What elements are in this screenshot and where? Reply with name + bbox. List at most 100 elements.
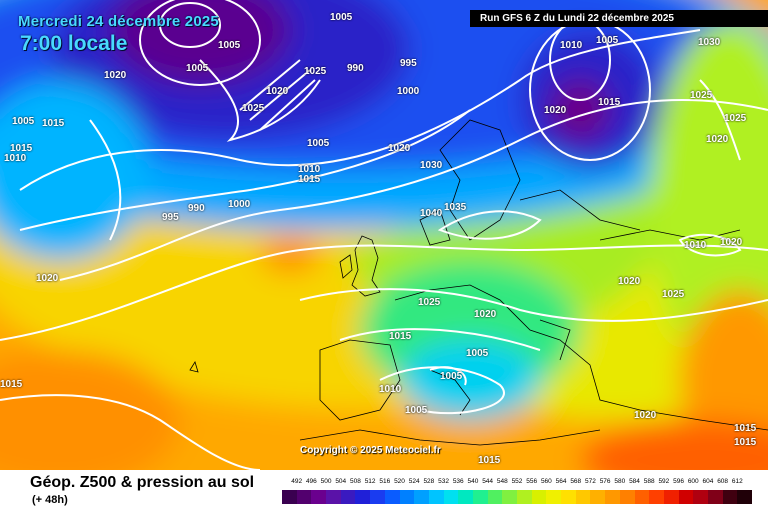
legend-value: 560 [540,478,552,485]
legend-value: 496 [305,478,317,485]
legend-swatch [561,490,576,504]
legend-swatch [663,490,679,504]
legend-swatch [649,490,664,504]
legend-swatch [443,490,459,504]
z500-color-field [0,0,768,470]
legend-value: 552 [511,478,523,485]
legend-swatch [678,490,694,504]
isobar-label: 1015 [734,437,757,448]
legend-swatch [370,490,385,504]
legend-swatch [619,490,635,504]
legend-swatch [693,490,708,504]
legend-value: 600 [687,478,699,485]
isobar-label: 1030 [420,160,443,171]
legend-value: 512 [364,478,376,485]
legend-value: 528 [423,478,435,485]
isobar-label: 1010 [4,153,27,164]
isobar-label: 1025 [418,297,441,308]
isobar-label: 1000 [228,199,251,210]
isobar-label: 1005 [12,116,35,127]
legend-swatch [384,490,400,504]
legend-swatch [634,490,650,504]
legend-swatch [531,490,547,504]
isobar-label: 990 [188,203,205,214]
isobar-label: 995 [162,212,179,223]
color-legend: 492 496 500 504 508 512 516 520 524 528 532 536 540 5… [282,478,752,508]
legend-swatch [428,490,444,504]
isobar-label: 1025 [662,289,685,300]
legend-value: 508 [350,478,361,485]
isobar-label: 990 [347,63,364,74]
legend-value: 564 [555,478,567,485]
legend-swatch [575,490,591,504]
legend-swatch [414,490,429,504]
isobar-label: 1025 [242,103,265,114]
legend-swatch [605,490,620,504]
isobar-label: 1005 [405,405,428,416]
isobar-label: 1020 [388,143,411,154]
legend-value: 604 [702,478,714,485]
legend-swatch [326,490,341,504]
isobar-label: 1005 [218,40,241,51]
legend-value: 492 [291,478,303,485]
isobar-label: 1005 [330,12,353,23]
run-info: Run GFS 6 Z du Lundi 22 décembre 2025 [470,10,768,27]
legend-value: 568 [570,478,582,485]
legend-value: 576 [599,478,611,485]
isobar-label: 1030 [698,37,721,48]
isobar-label: 1015 [389,331,412,342]
isobar-label: 1040 [420,208,443,219]
isobar-label: 1020 [706,134,729,145]
legend-value: 504 [335,478,347,485]
legend-value: 500 [320,478,332,485]
isobar-label: 1010 [560,40,583,51]
legend-swatch [311,490,327,504]
legend-swatch [546,490,562,504]
legend-value: 608 [717,478,729,485]
isobar-label: 1005 [440,371,463,382]
legend-swatch [282,490,297,504]
legend-swatch [296,490,312,504]
isobar-label: 1000 [397,86,420,97]
legend-swatch [340,490,356,504]
isobar-label: 1015 [598,97,621,108]
legend-value: 532 [438,478,449,485]
isobar-label: 1020 [634,410,657,421]
coastlines [189,119,768,446]
isobar-label: 1015 [0,379,23,390]
map-title: Géop. Z500 & pression au sol [30,474,255,491]
isobar-label: 1015 [298,174,321,185]
isobar-label: 1015 [42,118,65,129]
legend-value: 584 [629,478,640,485]
isobar-label: 1025 [724,113,747,124]
forecast-time: 7:00 locale [20,32,128,55]
legend-value: 612 [731,478,743,485]
isobar-label: 1015 [734,423,757,434]
legend-swatch [399,490,415,504]
legend-swatch [707,490,723,504]
legend-value: 520 [394,478,405,485]
legend-swatch [472,490,488,504]
legend-swatch [458,490,473,504]
legend-swatch [517,490,532,504]
isobar-label: 1020 [720,237,743,248]
legend-labels: 492 496 500 504 508 512 516 520 524 528 532 536 540 5… [282,478,752,489]
isobar-label: 1025 [304,66,327,77]
forecast-offset: (+ 48h) [32,494,68,506]
legend-value: 516 [379,478,391,485]
isobar-label: 1005 [596,35,619,46]
legend-value: 556 [526,478,538,485]
legend-value: 524 [408,478,420,485]
isobar-label: 1005 [466,348,489,359]
isobar-label: 1020 [544,105,567,116]
legend-swatch [737,490,752,504]
isobar-label: 1020 [266,86,289,97]
legend-value: 580 [614,478,626,485]
legend-value: 572 [585,478,596,485]
legend-value: 588 [643,478,655,485]
legend-value: 596 [673,478,684,485]
legend-value: 592 [658,478,670,485]
isobar-label: 1005 [307,138,330,149]
legend-swatch [502,490,517,504]
isobar-label: 1020 [474,309,497,320]
